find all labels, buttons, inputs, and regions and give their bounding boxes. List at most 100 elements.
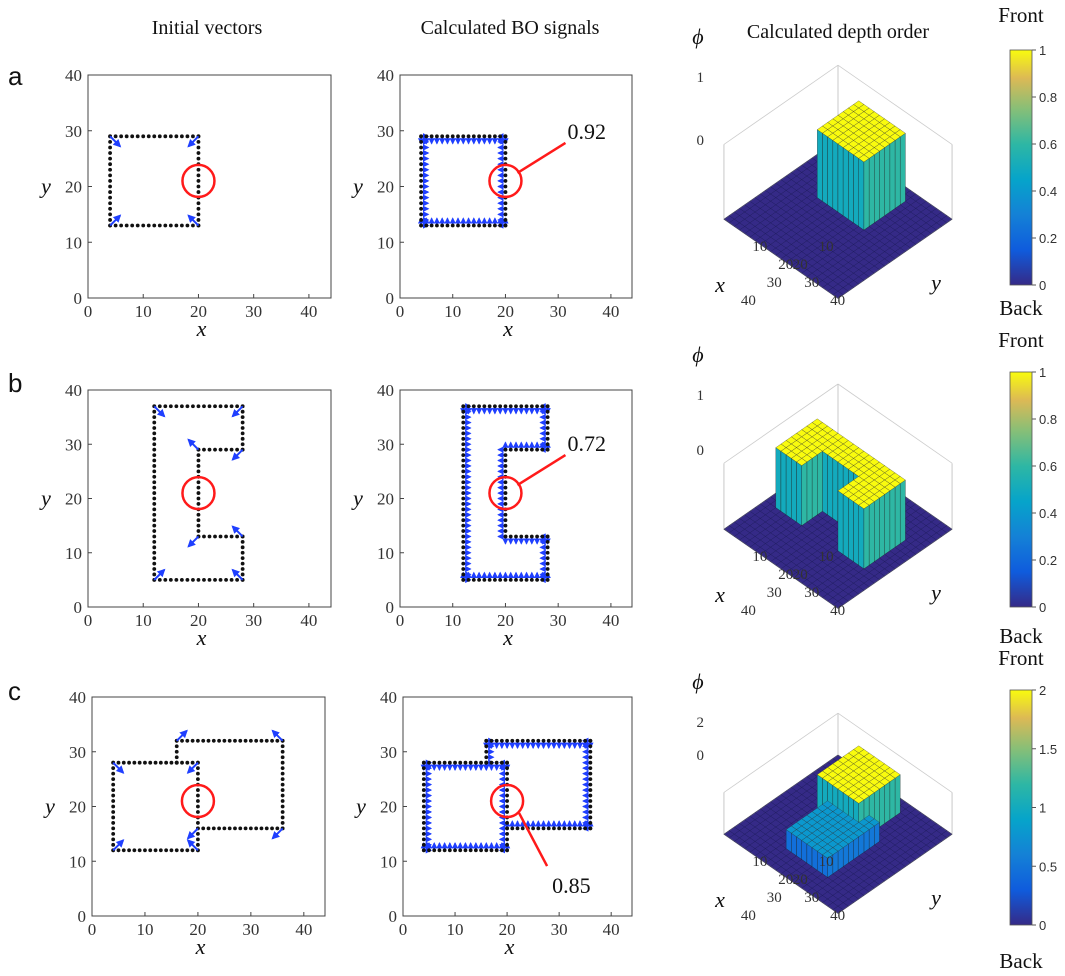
boundary-dot xyxy=(505,793,509,798)
boundary-dot xyxy=(229,577,234,582)
boundary-dot xyxy=(529,577,534,582)
x-tick-label: 20 xyxy=(497,611,514,630)
boundary-dot xyxy=(477,223,481,228)
boundary-dot xyxy=(505,831,509,836)
block-side xyxy=(843,494,849,559)
boundary-dot xyxy=(588,782,593,787)
boundary-dot xyxy=(132,760,137,765)
boundary-dot xyxy=(152,534,157,539)
boundary-dot xyxy=(519,577,524,582)
boundary-dot xyxy=(185,223,190,228)
y-tick-label: 30 xyxy=(65,122,82,141)
y-tick-label: 10 xyxy=(377,544,394,563)
y-tick-label: 30 xyxy=(377,435,394,454)
boundary-dot xyxy=(489,738,494,743)
boundary-dot xyxy=(494,738,499,743)
boundary-dot xyxy=(461,442,466,447)
block-side xyxy=(796,836,802,860)
boundary-dot xyxy=(545,540,550,544)
boundary-dot xyxy=(185,577,190,582)
x3d-tick-label: 20 xyxy=(793,257,808,273)
boundary-dot xyxy=(461,534,466,539)
block-side xyxy=(884,143,890,216)
block-side xyxy=(889,140,896,213)
boundary-dot xyxy=(421,848,426,853)
boundary-dot xyxy=(218,534,223,539)
boundary-dot xyxy=(461,556,466,561)
block-side xyxy=(786,454,792,519)
boundary-dot xyxy=(424,134,429,139)
boundary-dot xyxy=(503,458,508,463)
boundary-dot xyxy=(429,223,434,228)
boundary-dot xyxy=(541,826,546,831)
axes-box xyxy=(87,389,332,608)
boundary-dot xyxy=(127,760,131,765)
boundary-dot xyxy=(524,534,529,539)
boundary-dot xyxy=(196,453,201,457)
boundary-dot xyxy=(185,738,190,743)
boundary-dot xyxy=(505,837,509,842)
boundary-dot xyxy=(111,771,116,776)
box-edge xyxy=(723,712,839,793)
boundary-dot xyxy=(503,184,508,189)
boundary-dot xyxy=(503,447,508,452)
x-tick-label: 20 xyxy=(499,920,516,939)
boundary-dot xyxy=(503,464,508,468)
boundary-dot xyxy=(168,404,173,409)
boundary-dot xyxy=(163,134,168,139)
boundary-dot xyxy=(191,404,195,409)
boundary-dot xyxy=(111,821,116,825)
boundary-dot xyxy=(508,447,513,452)
boundary-dot xyxy=(540,534,545,539)
colorbar-tick-label: 0 xyxy=(1039,918,1046,933)
initial-vector xyxy=(109,135,122,148)
boundary-dot xyxy=(503,206,508,211)
boundary-dot xyxy=(440,134,445,139)
boundary-dot xyxy=(152,453,157,457)
boundary-dot xyxy=(243,738,248,743)
initial-vector xyxy=(231,405,244,418)
boundary-dot xyxy=(108,184,112,189)
z-axis-label: ϕ xyxy=(692,24,703,49)
x-tick-label: 10 xyxy=(135,302,152,321)
block-top xyxy=(796,458,808,466)
boundary-dot xyxy=(461,496,466,501)
boundary-dot xyxy=(235,577,240,582)
y3d-tick-label: 10 xyxy=(752,854,767,870)
boundary-dot xyxy=(196,190,201,194)
boundary-dot xyxy=(419,151,423,155)
boundary-dot xyxy=(213,447,217,452)
boundary-dot xyxy=(461,404,466,409)
boundary-dot xyxy=(529,404,534,409)
boundary-dot xyxy=(180,848,184,853)
boundary-dot xyxy=(206,738,211,743)
boundary-dot xyxy=(196,212,201,217)
boundary-dot xyxy=(419,201,423,206)
boundary-dot xyxy=(185,404,190,409)
boundary-dot xyxy=(487,577,492,582)
boundary-dot xyxy=(157,577,162,582)
boundary-dot xyxy=(224,534,228,539)
boundary-dot xyxy=(588,760,593,765)
boundary-dot xyxy=(196,804,200,809)
boundary-dot xyxy=(152,442,157,447)
boundary-dot xyxy=(240,572,245,577)
initial-vector xyxy=(176,729,188,742)
boundary-dot xyxy=(499,738,504,743)
boundary-dot xyxy=(196,518,201,523)
boundary-dot xyxy=(211,826,216,831)
y-tick-label: 0 xyxy=(74,289,83,308)
colorbar-tick-label: 0.5 xyxy=(1039,859,1057,874)
block-side xyxy=(858,158,865,231)
boundary-dot xyxy=(196,523,201,528)
y3d-tick-label: 10 xyxy=(752,549,767,565)
block-side xyxy=(853,501,859,566)
boundary-dot xyxy=(461,420,466,425)
boundary-dot xyxy=(111,831,116,836)
boundary-dot xyxy=(196,140,201,144)
block-side xyxy=(853,836,859,860)
boundary-dot xyxy=(196,491,201,495)
boundary-dot xyxy=(503,534,508,539)
initial-vector xyxy=(153,568,166,581)
boundary-dot xyxy=(461,485,466,490)
